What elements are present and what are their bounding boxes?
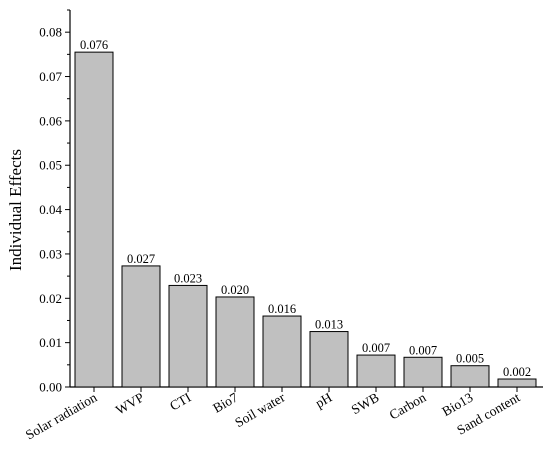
bar (121, 265, 161, 388)
y-tick-label: 0.04 (39, 202, 62, 217)
data-label: 0.007 (362, 341, 390, 355)
bar (309, 331, 349, 388)
x-tick-label: Carbon (387, 389, 429, 422)
data-label: 0.023 (174, 271, 202, 285)
data-label: 0.007 (409, 343, 437, 357)
x-tick-label: Bio7 (210, 389, 240, 415)
bar (215, 296, 255, 388)
x-tick-label: Soil water (232, 389, 288, 430)
y-tick-label: 0.05 (39, 158, 62, 173)
bar (403, 356, 443, 388)
bar (450, 365, 490, 388)
bar (497, 378, 537, 388)
bar (168, 284, 208, 388)
y-axis: 0.00 0.01 0.02 0.03 0.04 0.05 0.06 0.07 0.08 (39, 9, 71, 395)
x-tick-label: WVP (113, 390, 146, 418)
x-tick-label: pH (313, 389, 335, 410)
data-label: 0.013 (315, 318, 343, 332)
y-tick-label: 0.00 (39, 380, 62, 395)
bar (262, 315, 302, 388)
data-label: 0.076 (80, 38, 108, 52)
y-tick-label: 0.06 (39, 113, 62, 128)
bar (356, 354, 396, 388)
x-tick-label: Solar radiation (23, 389, 100, 442)
data-label: 0.027 (127, 252, 155, 266)
data-label: 0.005 (456, 352, 484, 366)
bar (74, 51, 114, 388)
x-tick-label: CTI (167, 389, 194, 413)
data-label: 0.002 (503, 365, 531, 379)
y-tick-label: 0.07 (39, 69, 62, 84)
bars (74, 51, 537, 388)
x-axis (70, 386, 543, 392)
y-axis-title: Individual Effects (6, 149, 25, 271)
data-labels: 0.076 0.027 0.023 0.020 0.016 0.013 0.007 0.007… (80, 38, 531, 379)
data-label: 0.020 (221, 283, 249, 297)
y-tick-label: 0.08 (39, 25, 62, 40)
y-tick-label: 0.01 (39, 335, 62, 350)
x-tick-label: SWB (349, 390, 382, 418)
y-tick-label: 0.02 (39, 291, 62, 306)
data-label: 0.016 (268, 302, 296, 316)
y-tick-label: 0.03 (39, 246, 62, 261)
